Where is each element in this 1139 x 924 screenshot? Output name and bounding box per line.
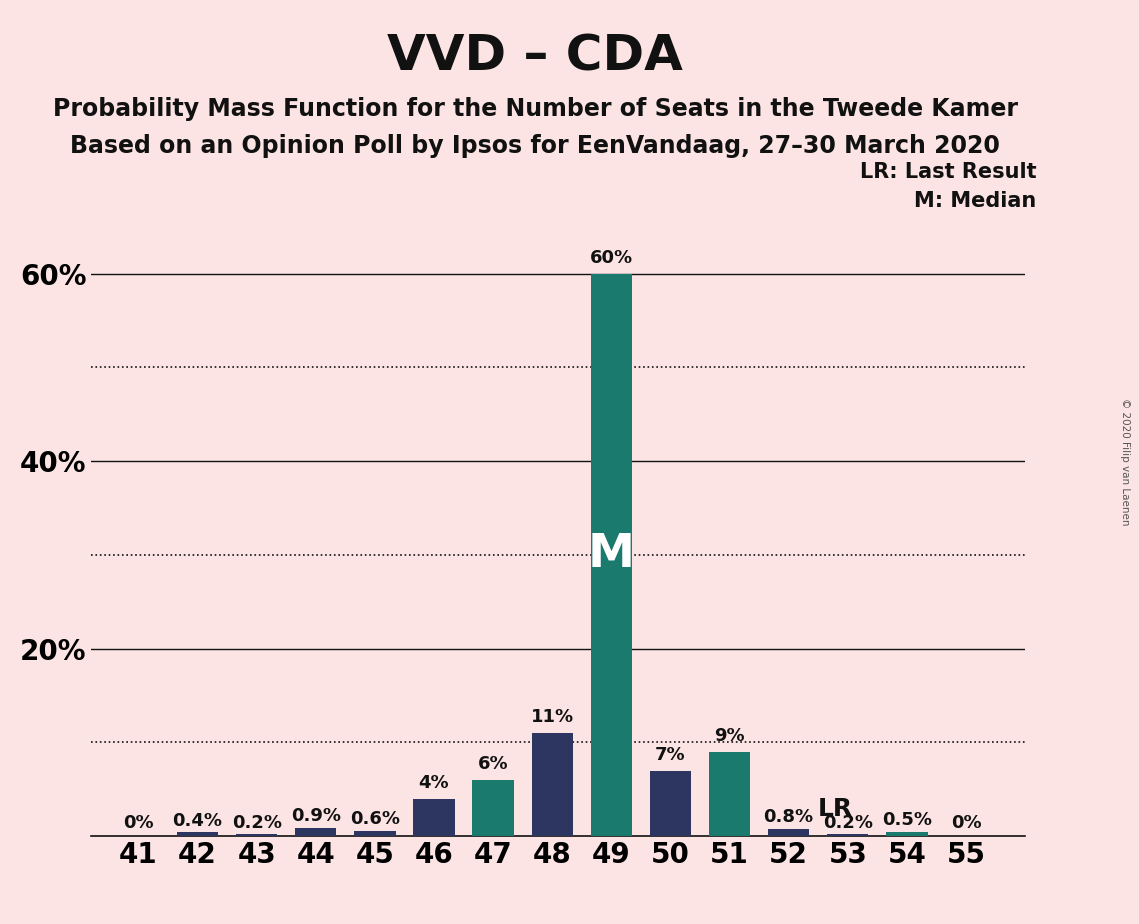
Text: 4%: 4% [419,774,449,792]
Text: © 2020 Filip van Laenen: © 2020 Filip van Laenen [1121,398,1130,526]
Bar [236,834,277,836]
Text: LR: LR [818,797,853,821]
Bar [532,733,573,836]
Bar [591,274,632,836]
Text: 0.8%: 0.8% [763,808,813,826]
Text: Based on an Opinion Poll by Ipsos for EenVandaag, 27–30 March 2020: Based on an Opinion Poll by Ipsos for Ee… [71,134,1000,158]
Bar [413,798,454,836]
Text: 9%: 9% [714,727,745,746]
Bar [473,780,514,836]
Bar [354,831,395,836]
Bar [295,828,336,836]
Text: 0.9%: 0.9% [290,807,341,825]
Text: 0%: 0% [123,814,154,833]
Bar [768,829,810,836]
Bar [649,771,691,836]
Bar [177,833,219,836]
Text: 11%: 11% [531,709,574,726]
Text: 60%: 60% [590,249,633,267]
Text: 0.2%: 0.2% [231,813,281,832]
Text: M: Median: M: Median [915,191,1036,212]
Bar [708,752,751,836]
Text: 0.4%: 0.4% [172,811,222,830]
Text: 0.2%: 0.2% [822,813,872,832]
Bar [886,832,927,836]
Text: Probability Mass Function for the Number of Seats in the Tweede Kamer: Probability Mass Function for the Number… [52,97,1018,121]
Text: 0.6%: 0.6% [350,809,400,828]
Text: 7%: 7% [655,746,686,764]
Text: VVD – CDA: VVD – CDA [387,32,683,80]
Text: 6%: 6% [477,756,508,773]
Text: LR: Last Result: LR: Last Result [860,162,1036,182]
Text: 0.5%: 0.5% [882,810,932,829]
Bar [827,834,868,836]
Text: 0%: 0% [951,814,982,833]
Text: M: M [588,532,634,578]
